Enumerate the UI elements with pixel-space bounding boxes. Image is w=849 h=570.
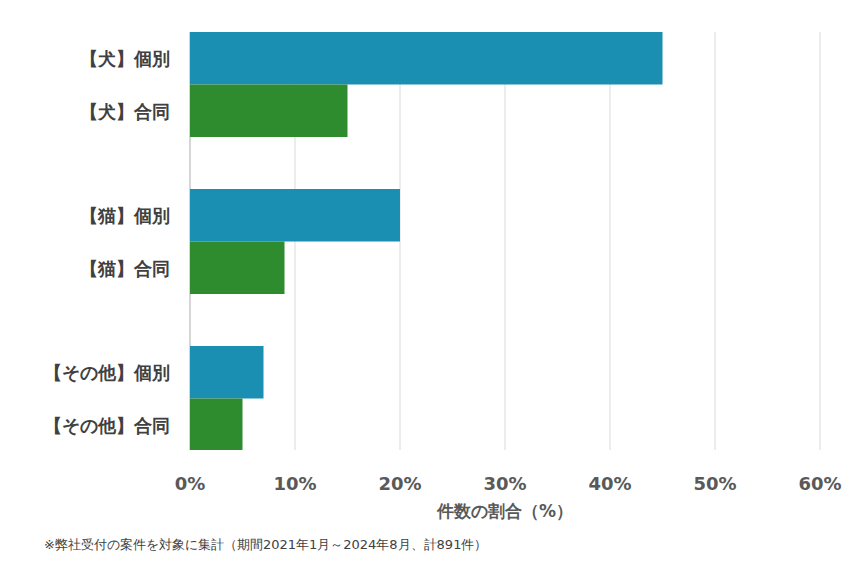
x-tick-label: 40% (588, 473, 631, 494)
chart-svg: 0% 10% 20% 30% 40% 50% 60% 【犬】個別【犬】合同【猫】個別【猫】合同… (0, 0, 849, 570)
annotation: ※弊社受付の案件を対象に集計（期間2021年1月～2024年8月、計891件） (44, 537, 487, 552)
category-label: 【その他】個別 (44, 362, 170, 383)
grid-line (505, 32, 506, 450)
x-tick-label: 20% (378, 473, 421, 494)
grid-line (610, 32, 611, 450)
x-tick-label: 30% (483, 473, 526, 494)
category-label: 【犬】合同 (80, 101, 170, 122)
bar (190, 189, 400, 242)
grid (190, 32, 820, 450)
bars (190, 32, 663, 450)
x-tick-label: 50% (693, 473, 736, 494)
background (0, 0, 849, 570)
category-label: 【猫】合同 (80, 258, 170, 279)
bar (190, 346, 264, 399)
bar (190, 32, 663, 85)
x-axis-label: 件数の割合（%） (436, 501, 573, 521)
x-tick-labels: 0% 10% 20% 30% 40% 50% 60% (175, 473, 842, 494)
category-label: 【犬】個別 (80, 48, 170, 69)
category-label: 【猫】個別 (80, 205, 170, 226)
x-tick-label: 60% (798, 473, 841, 494)
chart-container: 0% 10% 20% 30% 40% 50% 60% 【犬】個別【犬】合同【猫】個別【猫】合同… (0, 0, 849, 570)
bar (190, 399, 243, 451)
category-labels: 【犬】個別【犬】合同【猫】個別【猫】合同【その他】個別【その他】合同 (44, 48, 170, 436)
bar (190, 242, 285, 295)
grid-line (820, 32, 821, 450)
x-tick-label: 10% (273, 473, 316, 494)
grid-line (715, 32, 716, 450)
bar (190, 85, 348, 138)
x-tick-label: 0% (175, 473, 206, 494)
category-label: 【その他】合同 (44, 415, 170, 436)
